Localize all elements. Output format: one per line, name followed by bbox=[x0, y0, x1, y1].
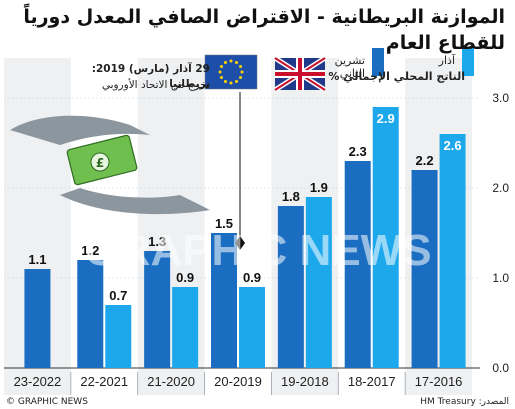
y-tick-label: 3.0 bbox=[492, 91, 509, 105]
giving-hand-icon bbox=[10, 115, 150, 145]
bar-label-mar: 0.7 bbox=[109, 288, 127, 303]
bar-mar bbox=[439, 134, 466, 368]
eu-flag-star-icon bbox=[224, 60, 227, 64]
eu-flag-star-icon bbox=[239, 65, 243, 68]
eu-flag-star-icon bbox=[240, 70, 244, 74]
bar-nov bbox=[211, 233, 237, 368]
bar-nov bbox=[411, 170, 438, 368]
legend-ylabel: الناتج المحلي الإجمالي % bbox=[328, 70, 465, 83]
bar-label-mar: 0.9 bbox=[243, 270, 261, 285]
legend-swatch-mar bbox=[462, 48, 474, 76]
eu-flag-star-icon bbox=[235, 80, 238, 84]
bar-mar bbox=[239, 287, 265, 368]
bar-mar bbox=[305, 197, 332, 368]
bar-nov bbox=[77, 260, 104, 368]
y-tick-label: 2.0 bbox=[492, 181, 509, 195]
x-tick-label: 21-2020 bbox=[147, 374, 195, 389]
x-tick-label: 20-2019 bbox=[214, 374, 262, 389]
eu-flag-star-icon bbox=[219, 65, 223, 68]
y-tick-label: 0.0 bbox=[492, 361, 509, 375]
pound-sign-icon: £ bbox=[96, 156, 104, 170]
eu-flag-star-icon bbox=[229, 81, 233, 85]
eu-flag-star-icon bbox=[235, 60, 238, 64]
uk-flag-cross bbox=[275, 72, 325, 76]
brexit-note-line1: 29 آذار (مارس) 2019: بريطانيا bbox=[91, 63, 210, 90]
bar-mar bbox=[372, 107, 399, 368]
bar-label-nov: 1.8 bbox=[282, 189, 300, 204]
bar-label-mar: 1.9 bbox=[310, 180, 328, 195]
source-text: المصدر: HM Treasury bbox=[420, 397, 509, 407]
pound-coin-icon bbox=[90, 152, 110, 172]
bar-nov bbox=[344, 161, 371, 368]
eu-flag-star-icon bbox=[239, 76, 243, 79]
bar-label-nov: 1.2 bbox=[81, 243, 99, 258]
bar-label-nov: 1.1 bbox=[28, 252, 46, 267]
chart-title: الموازنة البريطانية - الاقتراض الصافي ال… bbox=[23, 6, 505, 54]
eu-flag-star-icon bbox=[229, 59, 233, 63]
eu-flag-star-icon bbox=[218, 70, 222, 74]
x-tick-label: 22-2021 bbox=[80, 374, 128, 389]
brexit-marker-diamond bbox=[235, 236, 245, 250]
eu-flag-star-icon bbox=[224, 80, 227, 84]
legend-swatch-nov bbox=[372, 48, 384, 76]
eu-flag-star-icon bbox=[219, 76, 223, 79]
bar-label-mar: 2.6 bbox=[444, 138, 462, 153]
x-tick-label: 19-2018 bbox=[281, 374, 329, 389]
receiving-hand-icon bbox=[60, 188, 210, 215]
bar-label-mar: 2.9 bbox=[377, 111, 395, 126]
bar-nov bbox=[277, 206, 304, 368]
bar-nov bbox=[144, 251, 171, 368]
brexit-note-line2: تخرج من الاتحاد الأوروبي bbox=[101, 79, 210, 91]
x-tick-label: 23-2022 bbox=[14, 374, 62, 389]
bar-label-nov: 2.2 bbox=[416, 153, 434, 168]
legend-label-mar: آذار bbox=[438, 54, 455, 67]
bar-label-mar: 0.9 bbox=[176, 270, 194, 285]
legend-label-nov: تشرين الثاني bbox=[334, 54, 365, 80]
watermark-text: GRAPHIC NEWS bbox=[84, 226, 431, 275]
bar-nov bbox=[24, 269, 51, 368]
y-tick-label: 1.0 bbox=[492, 271, 509, 285]
x-tick-label: 17-2016 bbox=[415, 374, 463, 389]
bar-label-nov: 1.3 bbox=[148, 234, 166, 249]
bar-label-nov: 1.5 bbox=[215, 216, 233, 231]
x-tick-label: 18-2017 bbox=[348, 374, 396, 389]
credit-text: © GRAPHIC NEWS bbox=[6, 397, 88, 407]
bar-label-nov: 2.3 bbox=[349, 144, 367, 159]
bar-mar bbox=[172, 287, 199, 368]
bar-mar bbox=[105, 305, 132, 368]
